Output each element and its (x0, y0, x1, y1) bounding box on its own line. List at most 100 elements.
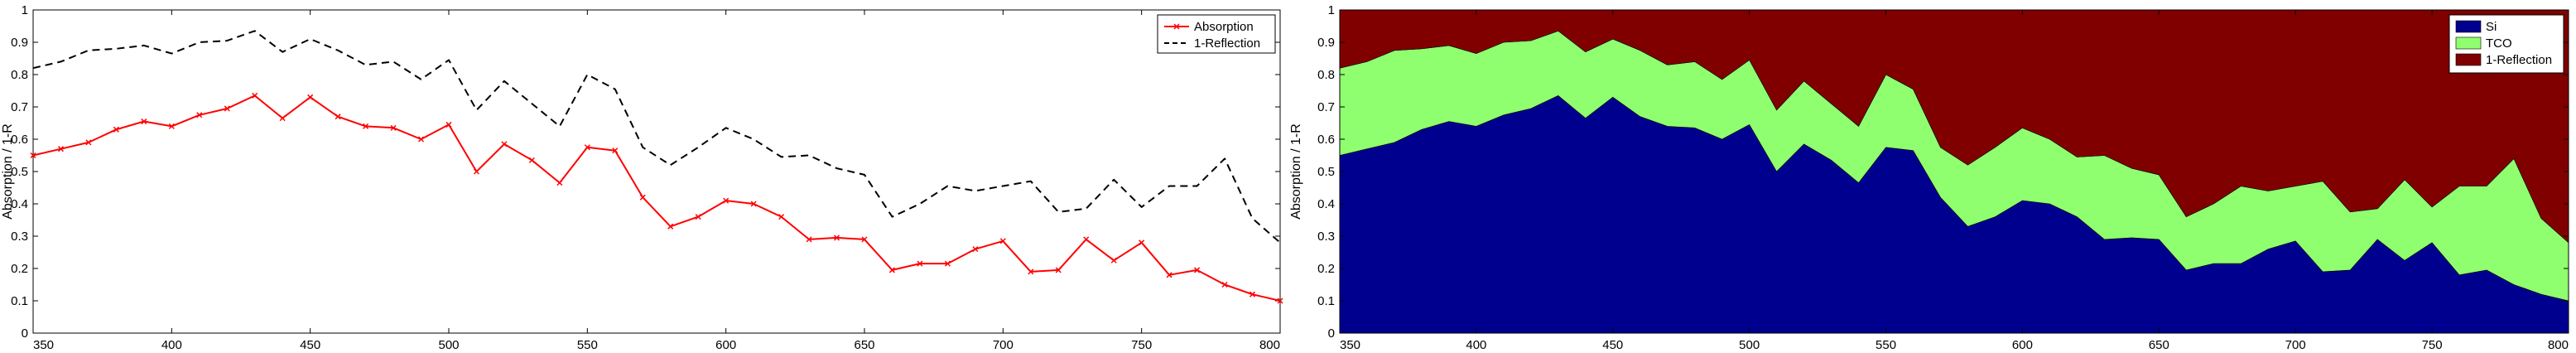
x-tick-label: 600 (2012, 338, 2033, 352)
legend-label: Si (2486, 20, 2497, 34)
legend-swatch (2455, 36, 2482, 50)
y-tick-label: 0.9 (1317, 36, 1335, 50)
y-tick-label: 0.4 (1317, 197, 1335, 211)
y-tick-label: 1 (1328, 3, 1335, 17)
data-point-marker (1028, 268, 1034, 275)
data-point-marker (279, 115, 286, 122)
chart-right-svg: 350 400 450 500 550 600 650 700 750 800 0 0.1 0.2 0.3… (1289, 3, 2569, 352)
x-tick-label: 450 (300, 338, 320, 352)
x-tick-label: 500 (1739, 338, 1760, 352)
y-tick-label: 1 (22, 3, 28, 17)
y-tick-label: 0.2 (1317, 262, 1335, 276)
y-tick-label: 0.5 (1317, 165, 1335, 179)
data-point-marker (834, 235, 840, 241)
data-point-marker (30, 152, 36, 159)
data-point-marker (695, 214, 701, 220)
y-tick-label: 0.7 (1317, 100, 1335, 114)
data-point-marker (363, 123, 369, 129)
data-point-marker (418, 136, 425, 143)
y-tick-label: 0.9 (11, 36, 28, 50)
data-point-marker (639, 194, 646, 201)
x-tick-label: 700 (2285, 338, 2306, 352)
x-tick-label: 350 (1340, 338, 1360, 352)
data-point-marker (723, 197, 729, 204)
data-point-marker (667, 223, 674, 230)
x-tick-label: 800 (1259, 338, 1280, 352)
x-tick-label: 400 (1466, 338, 1486, 352)
data-point-marker (57, 146, 64, 152)
x-tick-label: 650 (854, 338, 874, 352)
y-tick-label: 0.3 (11, 230, 28, 244)
stacked-area-chart: 350 400 450 500 550 600 650 700 750 800 0 0.1 0.2 0.3… (1288, 0, 2576, 353)
data-point-marker (224, 105, 230, 112)
y-tick-label: 0.6 (11, 133, 28, 147)
y-tick-label: 0.7 (11, 100, 28, 114)
data-point-marker (473, 168, 479, 175)
y-tick-label: 0.1 (1317, 294, 1335, 308)
data-point-marker (196, 112, 203, 118)
data-point-marker (612, 147, 619, 154)
data-point-marker (972, 246, 979, 253)
x-tick-label: 400 (161, 338, 182, 352)
data-point-marker (888, 267, 895, 273)
series-line-absorption (32, 94, 1281, 302)
data-point-marker (1194, 267, 1201, 273)
y-tick-label: 0.8 (11, 68, 28, 82)
data-point-marker (335, 114, 341, 120)
data-point-marker (1221, 281, 1228, 288)
x-tick-label: 700 (993, 338, 1014, 352)
y-tick-label: 0 (1328, 326, 1335, 341)
absorption-line-chart: 350 400 450 500 550 600 650 700 750 800 0 0.1 0.2 0.3… (1, 3, 1283, 352)
legend-swatch (2455, 20, 2482, 33)
y-tick-label: 0.5 (11, 165, 28, 179)
data-point-marker (999, 238, 1006, 244)
x-tick-label: 750 (2422, 338, 2443, 352)
x-tick-label: 350 (33, 338, 54, 352)
data-point-marker (917, 260, 923, 267)
legend-box (1157, 14, 1276, 54)
x-tick-label: 800 (2548, 338, 2569, 352)
series-line-1-reflection (32, 30, 1281, 244)
y-tick-label: 0.2 (11, 262, 28, 276)
x-tick-label: 650 (2149, 338, 2169, 352)
legend-label: Absorption (1194, 20, 1254, 34)
data-point-marker (141, 118, 147, 125)
plot-background (33, 10, 1280, 333)
data-point-marker (556, 180, 563, 186)
data-point-marker (113, 126, 119, 133)
y-tick-label: 0 (22, 326, 28, 341)
y-tick-label: 0.6 (1317, 133, 1335, 147)
y-tick-label: 0.1 (11, 294, 28, 308)
data-point-marker (252, 92, 258, 99)
legend-swatch (2455, 53, 2482, 66)
data-point-marker (1166, 272, 1172, 278)
data-point-marker (806, 236, 812, 243)
chart-left-svg: 350 400 450 500 550 600 650 700 750 800 0 0.1 0.2 0.3… (1, 3, 1283, 352)
x-tick-label: 750 (1131, 338, 1152, 352)
data-point-marker (1249, 291, 1256, 297)
x-tick-label: 550 (577, 338, 598, 352)
y-tick-label: 0.3 (1317, 230, 1335, 244)
data-point-marker (168, 123, 175, 129)
data-point-marker (501, 141, 508, 147)
data-point-marker (944, 260, 951, 267)
data-point-marker (445, 121, 452, 128)
data-point-marker (390, 124, 397, 131)
data-point-marker (307, 94, 314, 100)
data-point-marker (528, 157, 535, 163)
data-point-marker (584, 144, 590, 151)
data-point-marker (861, 236, 868, 243)
x-tick-label: 450 (1602, 338, 1623, 352)
y-tick-label: 0.4 (11, 197, 28, 211)
legend-label: 1-Reflection (1194, 36, 1260, 51)
x-tick-label: 500 (438, 338, 459, 352)
data-point-marker (750, 201, 757, 207)
legend-label: 1-Reflection (2486, 53, 2552, 67)
legend-label: TCO (2486, 36, 2512, 51)
y-axis-label: Absorption / 1-R (1289, 123, 1303, 220)
x-tick-label: 600 (715, 338, 736, 352)
x-tick-label: 550 (1875, 338, 1896, 352)
y-tick-label: 0.8 (1317, 68, 1335, 82)
data-point-marker (1083, 236, 1090, 243)
data-point-marker (1139, 239, 1145, 246)
